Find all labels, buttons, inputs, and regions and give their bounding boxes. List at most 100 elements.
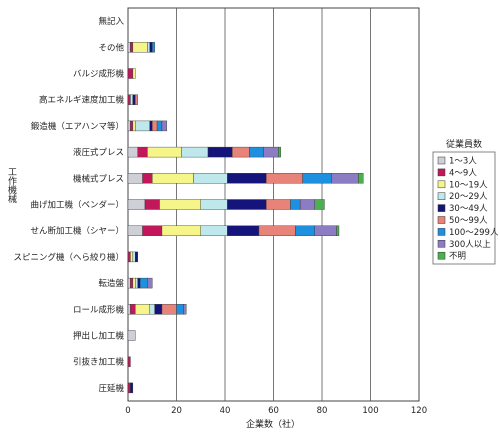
legend-swatch bbox=[437, 216, 446, 224]
bar-segment bbox=[127, 382, 131, 394]
category-label: 転造盤 bbox=[98, 278, 124, 289]
bar-segment bbox=[132, 68, 136, 79]
legend-swatch bbox=[437, 228, 446, 236]
bar-segment bbox=[263, 146, 279, 158]
bar-segment bbox=[132, 251, 136, 263]
bar-segment bbox=[147, 42, 151, 53]
bar-segment bbox=[227, 199, 267, 210]
bar-segment bbox=[127, 94, 131, 105]
bar-segment bbox=[159, 199, 201, 210]
x-tick-labels: 0 20 40 60 80 100 120 bbox=[125, 406, 427, 416]
bar-segment bbox=[176, 304, 184, 315]
bar-segment bbox=[161, 120, 167, 132]
legend: 1～3人4～9人 10～19人 20～29人 30～49人 50～99人 100～299人… bbox=[437, 156, 499, 262]
category-label: 曲げ加工機（ベンダー） bbox=[30, 200, 124, 211]
legend-swatch bbox=[437, 156, 446, 165]
legend-label: 100～299人 bbox=[449, 228, 499, 238]
category-label: 高エネルギ速度加工機 bbox=[39, 95, 125, 106]
bar-segment bbox=[130, 94, 134, 105]
bar-segment bbox=[154, 304, 163, 315]
x-tick-label: 20 bbox=[171, 406, 182, 416]
bar-segment bbox=[130, 42, 134, 53]
bar-segment bbox=[299, 199, 315, 210]
bar-segment bbox=[147, 146, 182, 158]
legend-title: 従業員数 bbox=[446, 138, 482, 150]
bar-segment bbox=[181, 146, 209, 158]
bar-segment bbox=[207, 146, 233, 158]
bar-segment bbox=[127, 304, 131, 315]
bar-segment bbox=[132, 120, 136, 132]
legend-label: 1～3人 bbox=[449, 157, 477, 167]
bar-segment bbox=[232, 146, 250, 158]
legend-label: 不明 bbox=[449, 252, 466, 262]
bar-segment bbox=[139, 277, 148, 289]
category-label: 無記入 bbox=[98, 16, 124, 27]
legend-swatch bbox=[437, 168, 446, 177]
bar-segment bbox=[130, 382, 134, 394]
x-tick-label: 40 bbox=[220, 406, 231, 416]
bar-segment bbox=[135, 304, 151, 315]
bar-segment bbox=[142, 173, 153, 184]
bar-segment bbox=[149, 42, 153, 53]
legend-swatch bbox=[437, 204, 446, 212]
bar-segment bbox=[193, 173, 228, 184]
bars-group bbox=[127, 42, 364, 394]
bar-segment bbox=[137, 146, 148, 158]
bar-segment bbox=[127, 146, 138, 158]
bar-segment bbox=[127, 225, 143, 236]
category-label: 鍛造機（エアハンマ等） bbox=[31, 121, 124, 132]
bar-segment bbox=[132, 277, 136, 289]
bar-segment bbox=[135, 277, 138, 289]
bar-segment bbox=[266, 199, 291, 210]
bar-segment bbox=[314, 199, 325, 210]
bar-segment bbox=[149, 304, 155, 315]
category-label: ロール成形機 bbox=[73, 304, 125, 315]
bar-segment bbox=[132, 42, 148, 53]
bar-segment bbox=[144, 199, 160, 210]
y-axis-title: 工作機械 bbox=[6, 167, 17, 204]
x-tick-label: 80 bbox=[317, 406, 328, 416]
bar-segment bbox=[130, 304, 136, 315]
bar-segment bbox=[152, 120, 158, 132]
x-tick-label: 100 bbox=[362, 406, 378, 416]
category-label: 機械式プレス bbox=[73, 173, 124, 184]
legend-swatch bbox=[437, 251, 446, 260]
bar-segment bbox=[135, 94, 138, 105]
bar-segment bbox=[137, 277, 141, 289]
category-label: 圧延機 bbox=[98, 383, 124, 394]
bar-segment bbox=[127, 42, 131, 53]
bar-segment bbox=[132, 94, 136, 105]
category-label: 押出し加工機 bbox=[73, 331, 125, 342]
bar-segment bbox=[127, 277, 131, 289]
legend-swatch bbox=[437, 180, 446, 189]
bar-segment bbox=[290, 199, 301, 210]
bar-segment bbox=[358, 173, 364, 184]
bar-segment bbox=[278, 146, 281, 158]
bar-segment bbox=[295, 225, 315, 236]
category-label: バルジ成形機 bbox=[73, 69, 125, 80]
category-label: スピニング機（へら絞り機） bbox=[13, 252, 124, 263]
bar-segment bbox=[147, 277, 153, 289]
legend-label: 20～29人 bbox=[449, 192, 488, 202]
bar-segment bbox=[200, 199, 228, 210]
legend-label: 10～19人 bbox=[449, 180, 488, 190]
bar-segment bbox=[200, 225, 228, 236]
legend-label: 4～9人 bbox=[449, 168, 477, 178]
bar-segment bbox=[127, 68, 134, 79]
bar-segment bbox=[130, 251, 134, 263]
bar-segment bbox=[130, 277, 134, 289]
bar-segment bbox=[302, 173, 332, 184]
legend-swatch bbox=[437, 240, 446, 248]
bar-segment bbox=[331, 173, 359, 184]
legend-label: 50～99人 bbox=[449, 216, 488, 226]
bar-segment bbox=[152, 173, 194, 184]
bar-segment bbox=[127, 356, 131, 367]
bar-segment bbox=[127, 173, 143, 184]
bar-segment bbox=[152, 42, 155, 53]
bar-segment bbox=[127, 120, 131, 132]
bar-segment bbox=[149, 120, 153, 132]
bar-segment bbox=[127, 251, 131, 263]
bar-segment bbox=[130, 120, 134, 132]
